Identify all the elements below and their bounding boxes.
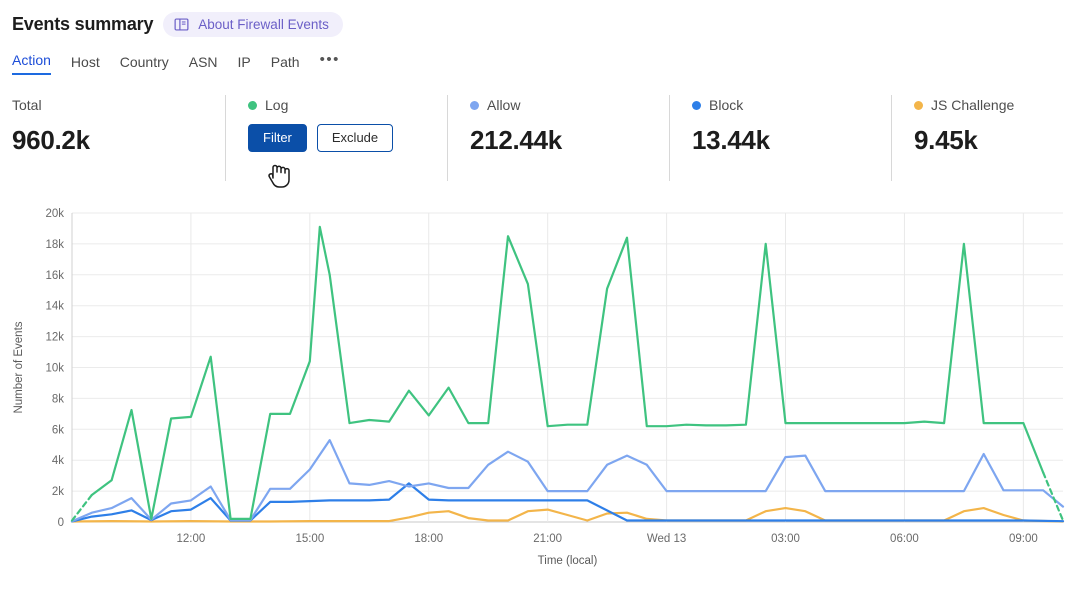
x-tick-label: 09:00 <box>1009 533 1038 545</box>
stat-js-challenge: JS Challenge 9.45k <box>891 95 1032 181</box>
x-tick-label: 12:00 <box>177 533 206 545</box>
chart-svg: 0 2k 4k 6k 8k 10k 12k 14k 16k 18k 20k 12:00 15:00 18:… <box>13 208 1065 567</box>
stat-total: Total 960.2k <box>12 95 225 181</box>
series-tail-dashed <box>1042 471 1065 522</box>
y-tick-label: 10k <box>45 363 64 375</box>
stat-total-label: Total <box>12 95 207 115</box>
tab-more-icon[interactable]: ••• <box>319 51 340 68</box>
page-title: Events summary <box>12 14 154 34</box>
events-timeseries-chart[interactable]: 0 2k 4k 6k 8k 10k 12k 14k 16k 18k 20k 12:00 15:00 18:… <box>0 203 1068 573</box>
series-line-block <box>70 482 1065 523</box>
tab-path[interactable]: Path <box>270 54 300 70</box>
about-firewall-events-link[interactable]: About Firewall Events <box>163 12 343 37</box>
x-axis-title: Time (local) <box>538 555 598 567</box>
tab-action[interactable]: Action <box>12 52 51 75</box>
series-line-log <box>90 225 1045 520</box>
y-tick-label: 0 <box>58 517 64 529</box>
header: Events summary About Firewall Events <box>0 0 1068 37</box>
x-tick-label: 03:00 <box>771 533 800 545</box>
stat-block-label: Block <box>692 95 873 115</box>
stat-block-value: 13.44k <box>692 125 770 155</box>
stat-log: Log Filter Exclude <box>225 95 447 181</box>
stat-js-challenge-label-text: JS Challenge <box>931 97 1015 113</box>
block-color-dot-icon <box>692 100 701 110</box>
tab-country[interactable]: Country <box>119 54 169 70</box>
stat-log-label-text: Log <box>265 97 289 113</box>
y-tick-label: 4k <box>52 455 64 467</box>
tab-bar: Action Host Country ASN IP Path ••• <box>0 37 1068 75</box>
stat-allow-label: Allow <box>470 95 651 115</box>
tab-host[interactable]: Host <box>70 54 100 70</box>
tab-ip[interactable]: IP <box>237 54 251 70</box>
log-action-buttons: Filter Exclude <box>248 124 429 153</box>
stat-allow-value: 212.44k <box>470 125 562 155</box>
stat-block: Block 13.44k <box>669 95 891 181</box>
stat-block-label-text: Block <box>709 97 744 113</box>
x-tick-label: 06:00 <box>890 533 919 545</box>
y-tick-label: 16k <box>45 270 64 282</box>
stat-allow-label-text: Allow <box>487 97 521 113</box>
x-tick-label: 18:00 <box>414 533 443 545</box>
stats-row: Total 960.2k Log Filter Exclude Allow 21… <box>0 95 1068 181</box>
y-tick-label: 6k <box>52 424 64 436</box>
tab-asn[interactable]: ASN <box>188 54 218 70</box>
series-line-allow <box>70 439 1065 523</box>
x-tick-label: 21:00 <box>533 533 562 545</box>
y-tick-label: 8k <box>52 393 64 405</box>
x-tick-label: 15:00 <box>295 533 324 545</box>
x-tick-label: Wed 13 <box>647 533 686 545</box>
y-tick-label: 2k <box>52 486 64 498</box>
y-tick-label: 18k <box>45 239 64 251</box>
series-lead-in-dashed <box>70 493 93 522</box>
stat-allow: Allow 212.44k <box>447 95 669 181</box>
y-axis-title: Number of Events <box>13 321 25 413</box>
exclude-button[interactable]: Exclude <box>316 124 394 153</box>
allow-color-dot-icon <box>470 100 479 110</box>
stat-total-label-text: Total <box>12 97 42 113</box>
y-tick-label: 12k <box>45 332 64 344</box>
y-tick-label: 20k <box>45 208 64 220</box>
filter-button[interactable]: Filter <box>248 124 307 153</box>
stat-js-challenge-label: JS Challenge <box>914 95 1014 115</box>
js-challenge-color-dot-icon <box>914 100 923 110</box>
stat-total-value: 960.2k <box>12 125 90 155</box>
log-color-dot-icon <box>248 100 257 110</box>
stat-log-label: Log <box>248 95 429 115</box>
stat-js-challenge-value: 9.45k <box>914 125 978 155</box>
book-icon <box>174 17 189 32</box>
about-pill-label: About Firewall Events <box>198 17 329 32</box>
y-tick-label: 14k <box>45 301 64 313</box>
